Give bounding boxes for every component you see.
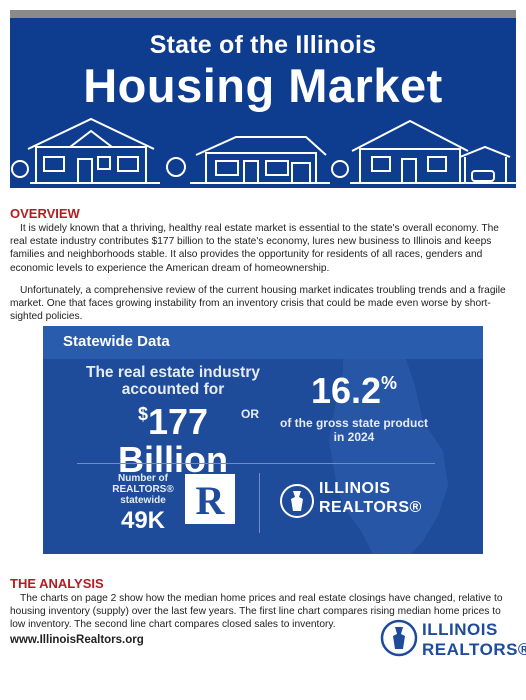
analysis-paragraph: The charts on page 2 show how the median… [10, 593, 503, 631]
top-gray-bar [10, 10, 516, 18]
industry-currency: $ [137, 404, 148, 424]
realtors-count-value: 49K [120, 507, 166, 534]
overview-paragraph-2: Unfortunately, a comprehensive review of… [10, 285, 506, 323]
illinois-realtors-emblem-icon [280, 484, 314, 518]
industry-unit: Billion [118, 439, 228, 480]
houses-illustration [11, 117, 516, 184]
hero-title-line2: Housing Market [83, 59, 443, 112]
footer-logo-illinois: ILLINOIS [422, 620, 498, 639]
statewide-heading: Statewide Data [63, 333, 170, 350]
vertical-divider [259, 473, 260, 533]
logo-text-illinois: ILLINOIS [319, 480, 391, 497]
gdp-percentage: 16.2% [279, 370, 429, 412]
horizontal-divider [77, 463, 435, 464]
website-url: www.IllinoisRealtors.org [10, 634, 144, 646]
realtors-count-label: Number of REALTORS® statewide [112, 473, 174, 506]
logo-text-realtors: REALTORS® [319, 499, 422, 516]
realtor-r-logo: R [185, 474, 235, 524]
gdp-symbol: % [381, 373, 398, 393]
gdp-description: of the gross state product in 2024 [279, 416, 428, 444]
gdp-value: 16.2 [310, 370, 382, 411]
industry-amount: $177 Billion [83, 395, 263, 479]
illinois-map-silhouette [329, 331, 448, 554]
footer-logo-realtors: REALTORS® [422, 640, 526, 659]
realtor-r-letter: R [195, 478, 225, 523]
industry-amount-value: 177 [147, 401, 209, 442]
overview-heading: OVERVIEW [10, 206, 80, 221]
statewide-data-panel: Statewide Data The real estate industry … [43, 326, 483, 554]
statewide-header: Statewide Data [43, 326, 483, 359]
or-separator: OR [241, 407, 259, 421]
analysis-heading: THE ANALYSIS [10, 576, 104, 591]
industry-lead-text: The real estate industry accounted for [85, 364, 260, 398]
overview-paragraph-1: It is widely known that a thriving, heal… [10, 223, 499, 274]
hero-banner: State of the Illinois Housing Market [10, 18, 516, 188]
footer-emblem-icon [380, 619, 418, 657]
hero-title-line1: State of the Illinois [149, 31, 377, 59]
